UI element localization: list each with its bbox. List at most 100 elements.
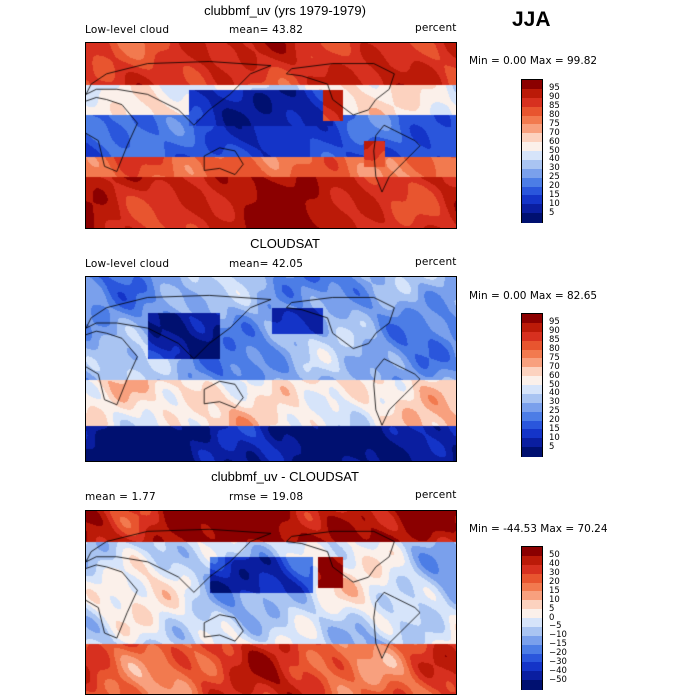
colorbar-tick-label: 15 (549, 423, 560, 434)
colorbar-band (522, 168, 542, 179)
colorbar-tick-label: −5 (549, 621, 562, 632)
colorbar-band (522, 547, 542, 557)
colorbar-band (522, 635, 542, 646)
colorbar-tick-label: 20 (549, 415, 560, 425)
colorbar-band (522, 115, 542, 125)
colorbar-band (522, 124, 542, 134)
colorbar-band (522, 644, 542, 654)
colorbar-tick-label: −30 (549, 656, 567, 667)
colorbar-tick-label: 40 (549, 154, 560, 165)
colorbar-band (522, 671, 542, 681)
colorbar-tick-label: 10 (549, 198, 560, 209)
colorbar-band (522, 564, 542, 575)
colorbar-band (522, 591, 542, 601)
colorbar-band (522, 177, 542, 187)
panel-1-colorbar (521, 79, 543, 223)
colorbar-band (522, 420, 542, 430)
colorbar-tick-label: 95 (549, 83, 560, 94)
colorbar-tick-label: 90 (549, 326, 560, 337)
map-field (86, 277, 456, 461)
colorbar-tick-label: 25 (549, 172, 560, 183)
panel-1-map (85, 42, 457, 229)
colorbar-tick-label: 50 (549, 145, 560, 156)
colorbar-tick-label: 60 (549, 136, 560, 147)
colorbar-band (522, 447, 542, 457)
colorbar-band (522, 573, 542, 583)
colorbar-tick-label: 5 (549, 207, 555, 218)
colorbar-band (522, 322, 542, 333)
panel-3-title: clubbmf_uv - CLOUDSAT (211, 469, 359, 484)
colorbar-band (522, 609, 542, 619)
panel-3-rmse: rmse = 19.08 (229, 491, 304, 503)
colorbar-tick-label: 30 (549, 568, 560, 579)
colorbar-band (522, 159, 542, 170)
colorbar-tick-label: 50 (549, 379, 560, 390)
colorbar-band (522, 385, 542, 395)
colorbar-tick-label: 15 (549, 189, 560, 200)
colorbar-tick-label: 20 (549, 577, 560, 587)
panel-2-colorbar (521, 313, 543, 457)
colorbar-band (522, 358, 542, 368)
colorbar-tick-label: 30 (549, 397, 560, 408)
panel-3-colorbar (521, 546, 543, 690)
panel-2-units: percent (415, 256, 457, 268)
colorbar-band (522, 367, 542, 377)
colorbar-band (522, 97, 542, 108)
colorbar-band (522, 340, 542, 350)
colorbar-band (522, 213, 542, 223)
colorbar-band (522, 314, 542, 324)
colorbar-band (522, 429, 542, 439)
colorbar-tick-label: −20 (549, 648, 567, 658)
panel-1-left-label: Low-level cloud (85, 24, 170, 36)
colorbar-tick-label: 80 (549, 110, 560, 120)
map-field (86, 511, 456, 694)
season-label: JJA (512, 8, 551, 31)
colorbar-tick-label: 95 (549, 317, 560, 328)
map-field (86, 43, 456, 228)
colorbar-tick-label: 5 (549, 603, 555, 614)
colorbar-tick-label: −40 (549, 665, 567, 676)
colorbar-tick-label: 25 (549, 406, 560, 417)
colorbar-band (522, 151, 542, 161)
panel-2-map (85, 276, 457, 462)
colorbar-tick-label: −10 (549, 630, 567, 641)
colorbar-tick-label: 40 (549, 388, 560, 399)
colorbar-tick-label: 85 (549, 101, 560, 112)
colorbar-band (522, 80, 542, 90)
colorbar-tick-label: 70 (549, 127, 560, 138)
panel-2-title: CLOUDSAT (250, 236, 320, 251)
colorbar-band (522, 106, 542, 116)
colorbar-tick-label: 75 (549, 118, 560, 129)
colorbar-band (522, 393, 542, 404)
colorbar-tick-label: −50 (549, 674, 567, 685)
colorbar-tick-label: 60 (549, 370, 560, 381)
colorbar-band (522, 402, 542, 413)
panel-1-title: clubbmf_uv (yrs 1979-1979) (204, 3, 366, 18)
colorbar-band (522, 618, 542, 628)
colorbar-band (522, 88, 542, 99)
colorbar-tick-label: −15 (549, 639, 567, 650)
panel-1-units: percent (415, 22, 457, 34)
colorbar-tick-label: 80 (549, 344, 560, 354)
colorbar-tick-label: 10 (549, 432, 560, 443)
colorbar-tick-label: 15 (549, 585, 560, 596)
panel-2-left-label: Low-level cloud (85, 258, 170, 270)
colorbar-band (522, 376, 542, 386)
colorbar-tick-label: 50 (549, 550, 560, 561)
colorbar-band (522, 626, 542, 637)
colorbar-band (522, 204, 542, 214)
colorbar-band (522, 555, 542, 566)
colorbar-band (522, 186, 542, 196)
panel-3-units: percent (415, 489, 457, 501)
colorbar-tick-label: 5 (549, 441, 555, 452)
colorbar-band (522, 142, 542, 152)
colorbar-tick-label: 10 (549, 594, 560, 605)
colorbar-tick-label: 0 (549, 612, 555, 623)
colorbar-tick-label: 40 (549, 559, 560, 570)
colorbar-band (522, 680, 542, 690)
colorbar-tick-label: 70 (549, 361, 560, 372)
colorbar-tick-label: 85 (549, 335, 560, 346)
colorbar-band (522, 195, 542, 205)
panel-3-left-label: mean = 1.77 (85, 491, 156, 503)
colorbar-band (522, 582, 542, 592)
